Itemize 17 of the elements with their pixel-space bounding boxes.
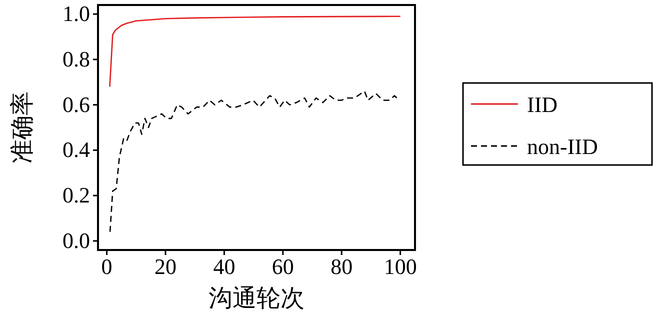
x-axis-title: 沟通轮次 [208, 286, 304, 312]
y-tick-label: 0.8 [62, 46, 90, 72]
line-series [109, 16, 401, 88]
x-tick-label: 40 [213, 254, 236, 279]
y-tick-label: 1.0 [62, 1, 90, 26]
legend-label: IID [527, 92, 558, 117]
x-tick-label: 100 [384, 254, 417, 279]
y-tick-label: 0.4 [62, 137, 90, 162]
legend-label: non-IID [527, 134, 598, 159]
y-tick-label: 0.2 [62, 182, 90, 208]
x-tick-label: 0 [101, 254, 112, 279]
x-tick-label: 20 [154, 254, 177, 279]
y-tick-label: 0.6 [62, 92, 90, 117]
y-tick-label: 0.0 [62, 228, 90, 253]
x-tick-label: 80 [330, 254, 353, 279]
x-tick-label: 60 [272, 254, 294, 279]
y-axis-title: 准确率 [9, 92, 36, 164]
